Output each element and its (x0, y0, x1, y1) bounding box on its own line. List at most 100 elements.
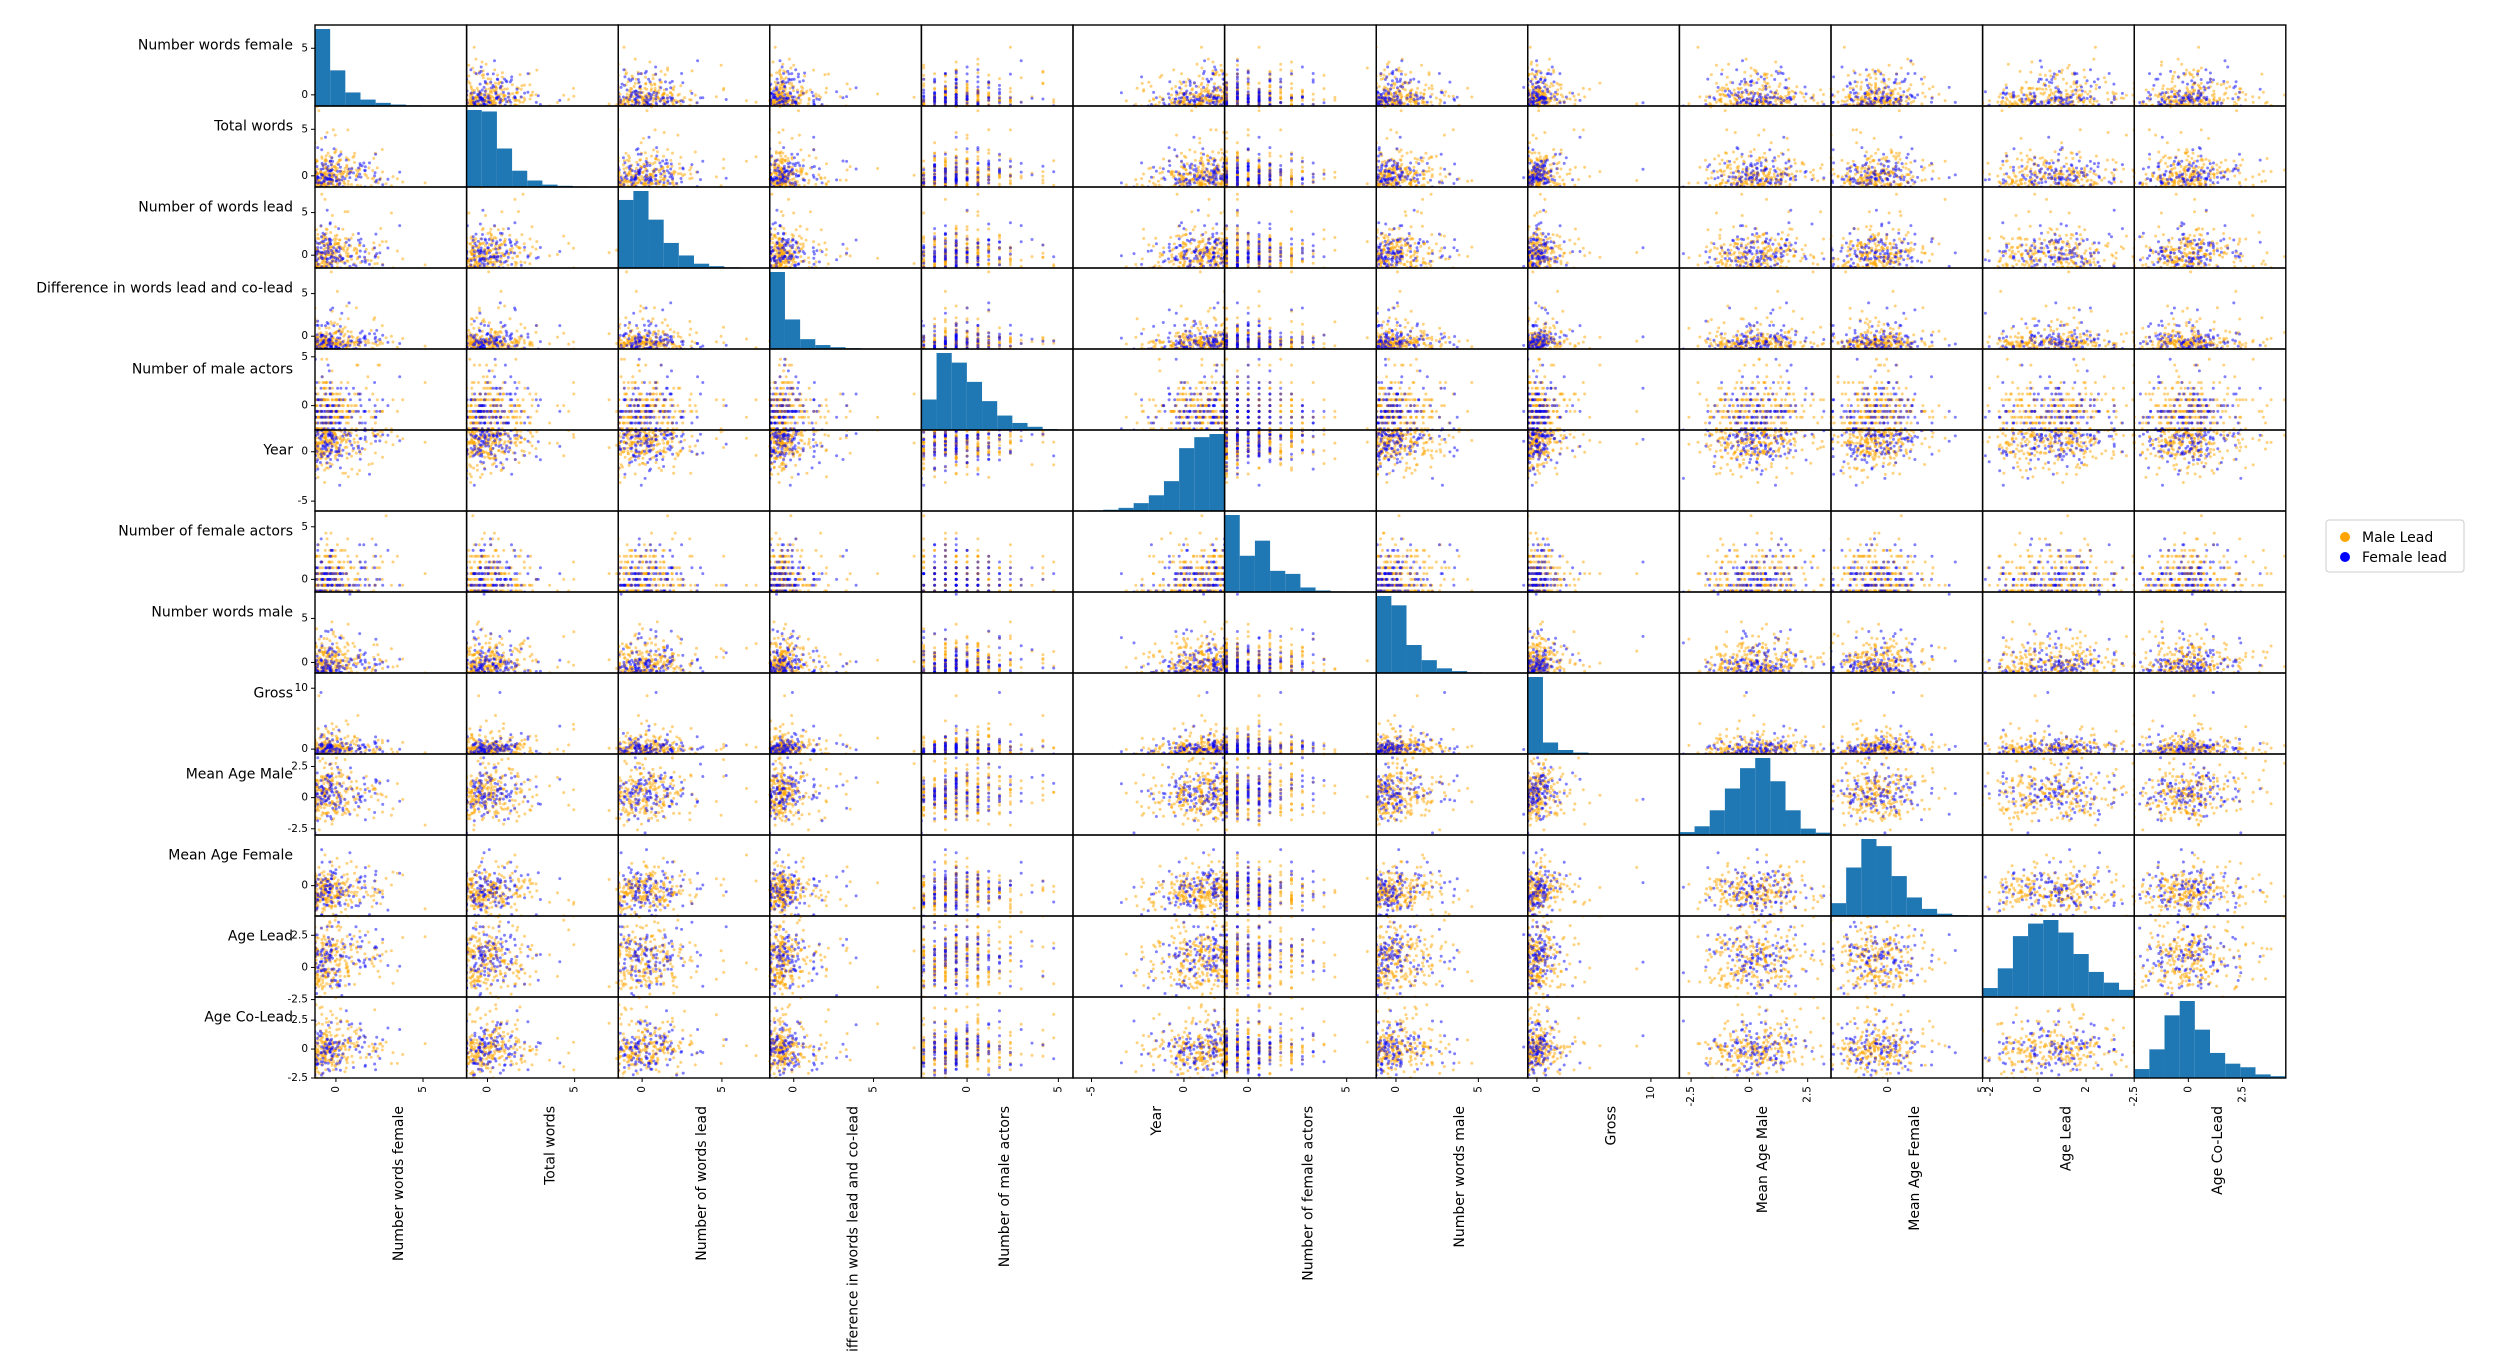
point-male-lead (2244, 93, 2247, 96)
point-male-lead (652, 148, 655, 151)
point-male-lead (1290, 69, 1293, 72)
point-male-lead (1582, 87, 1585, 90)
point-male-lead (1816, 102, 1819, 105)
point-female-lead (1555, 98, 1558, 101)
point-female-lead (662, 170, 665, 173)
point-female-lead (2193, 81, 2196, 84)
cell-number-words-female-vs-number-words-male (1375, 25, 1528, 108)
point-male-lead (1704, 99, 1707, 102)
point-female-lead (2048, 81, 2051, 84)
point-male-lead (1812, 99, 1815, 102)
cell-number-words-female-vs-number-of-female-actors (1223, 25, 1376, 108)
point-female-lead (966, 102, 969, 105)
point-female-lead (1323, 101, 1326, 104)
point-male-lead (1860, 81, 1863, 84)
point-female-lead (1219, 89, 1222, 92)
point-female-lead (1393, 99, 1396, 102)
point-female-lead (362, 162, 365, 165)
point-female-lead (1195, 91, 1198, 94)
point-male-lead (2260, 73, 2263, 76)
point-male-lead (493, 68, 496, 71)
point-female-lead (1236, 75, 1239, 78)
point-male-lead (1583, 95, 1586, 98)
point-male-lead (755, 155, 758, 158)
point-male-lead (1635, 102, 1638, 105)
point-female-lead (337, 163, 340, 166)
point-female-lead (680, 72, 683, 75)
point-male-lead (1921, 92, 1924, 95)
point-male-lead (567, 98, 570, 101)
point-female-lead (2209, 72, 2212, 75)
point-female-lead (2237, 96, 2240, 99)
point-male-lead (381, 148, 384, 151)
point-male-lead (2062, 78, 2065, 81)
point-male-lead (789, 87, 792, 90)
point-male-lead (987, 93, 990, 96)
point-female-lead (499, 100, 502, 103)
point-female-lead (1579, 99, 1582, 102)
point-female-lead (2160, 97, 2163, 100)
point-male-lead (1908, 98, 1911, 101)
point-female-lead (645, 95, 648, 98)
point-female-lead (2021, 100, 2024, 103)
point-male-lead (642, 137, 645, 140)
point-female-lead (2197, 90, 2200, 93)
point-male-lead (344, 167, 347, 170)
point-male-lead (792, 64, 795, 67)
point-female-lead (1189, 84, 1192, 87)
point-male-lead (1212, 61, 1215, 64)
point-female-lead (2081, 90, 2084, 93)
point-female-lead (2066, 96, 2069, 99)
point-female-lead (1760, 75, 1763, 78)
point-male-lead (802, 159, 805, 162)
point-male-lead (792, 89, 795, 92)
point-female-lead (663, 181, 666, 184)
point-male-lead (2007, 63, 2010, 66)
point-female-lead (1717, 86, 1720, 89)
point-female-lead (1390, 84, 1393, 87)
point-male-lead (2020, 91, 2023, 94)
point-male-lead (1899, 87, 1902, 90)
point-male-lead (396, 177, 399, 180)
point-male-lead (715, 175, 718, 178)
point-male-lead (572, 95, 575, 98)
point-male-lead (1938, 93, 1941, 96)
point-female-lead (669, 86, 672, 89)
point-female-lead (2044, 84, 2047, 87)
point-male-lead (492, 99, 495, 102)
point-female-lead (1438, 72, 1441, 75)
point-male-lead (2006, 98, 2009, 101)
point-female-lead (1768, 101, 1771, 104)
point-male-lead (809, 88, 812, 91)
point-male-lead (350, 183, 353, 186)
point-male-lead (1882, 74, 1885, 77)
point-male-lead (1041, 70, 1044, 73)
point-female-lead (2121, 92, 2124, 95)
cell-number-words-female-vs-number-words-female (315, 25, 467, 106)
point-female-lead (815, 98, 818, 101)
point-female-lead (1390, 72, 1393, 75)
point-male-lead (679, 84, 682, 87)
point-female-lead (675, 101, 678, 104)
point-female-lead (793, 96, 796, 99)
point-female-lead (1875, 98, 1878, 101)
point-male-lead (2201, 101, 2204, 104)
point-male-lead (655, 158, 658, 161)
point-male-lead (812, 69, 815, 72)
point-female-lead (1759, 98, 1762, 101)
point-male-lead (1821, 100, 1824, 103)
point-male-lead (1932, 85, 1935, 88)
point-female-lead (2113, 98, 2116, 101)
point-male-lead (922, 64, 925, 67)
point-male-lead (2262, 91, 2265, 94)
point-female-lead (1290, 96, 1293, 99)
point-male-lead (1761, 89, 1764, 92)
point-female-lead (627, 78, 630, 81)
point-male-lead (1757, 78, 1760, 81)
point-male-lead (371, 169, 374, 172)
point-male-lead (2213, 96, 2216, 99)
point-female-lead (496, 78, 499, 81)
point-male-lead (913, 96, 916, 99)
point-female-lead (701, 160, 704, 163)
point-male-lead (1258, 82, 1261, 85)
